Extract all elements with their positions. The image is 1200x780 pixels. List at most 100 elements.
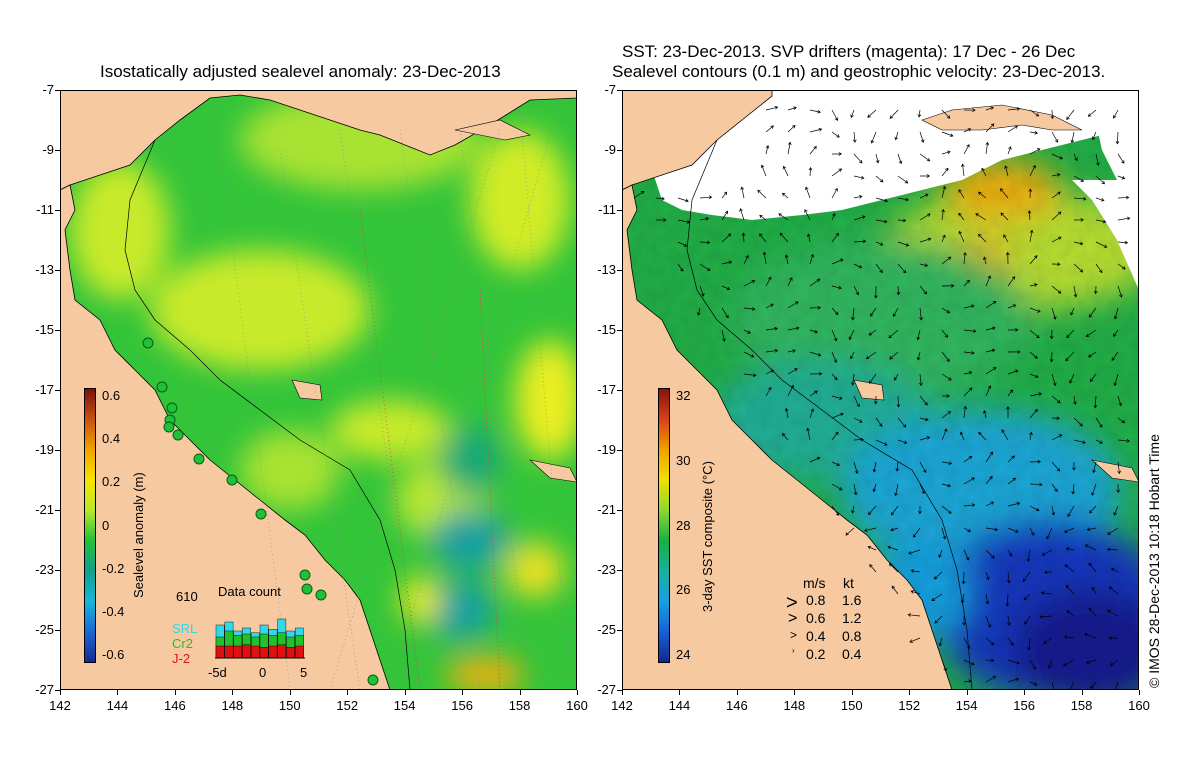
velocity-arrow [677,197,689,203]
velocity-arrow [1029,351,1038,359]
velocity-arrow [721,307,729,319]
left-x-tick-mark [60,690,61,695]
velocity-arrow [1110,659,1119,666]
velocity-arrow [981,167,987,177]
colorbar-tick-label: 28 [676,517,691,533]
velocity-arrow [765,303,774,309]
velocity-arrow [985,593,990,605]
velocity-arrow [1007,527,1019,533]
velocity-arrow [1071,483,1075,495]
right-x-tick-mark [794,690,796,695]
velocity-arrow [1051,461,1061,472]
velocity-arrow [985,301,997,309]
velocity-arrow [963,527,971,533]
velocity-arrow [1117,175,1126,180]
left-x-tick-mark [347,690,349,695]
velocity-arrow [721,329,726,342]
velocity-arrow [787,141,792,155]
velocity-arrow [941,150,951,155]
right-y-tick-label: -7 [604,82,616,97]
right-y-tick-label: -15 [597,322,616,337]
velocity-arrow [891,505,899,516]
velocity-arrow [889,351,899,360]
velocity-arrow [1006,571,1011,584]
right-x-tick-mark [966,690,968,695]
velocity-arrow [938,637,943,647]
velocity-arrow [1093,285,1098,295]
velocity-arrow [1029,148,1041,155]
velocity-arrow [1067,505,1075,517]
data-count-histogram [215,618,305,659]
velocity-arrow [868,505,877,516]
velocity-arrow [831,412,844,419]
right-y-tick-mark [617,570,622,571]
velocity-arrow [918,505,922,515]
velocity-arrow [1073,395,1077,405]
velocity-arrow [1048,659,1053,669]
velocity-arrow [919,461,927,474]
velocity-arrow [853,437,864,442]
velocity-arrow [888,329,899,339]
velocity-arrow [765,276,772,287]
velocity-arrow [739,208,745,221]
velocity-arrow [919,263,929,267]
velocity-arrow [1113,109,1119,119]
velocity-arrow [1065,584,1075,595]
velocity-arrow [941,185,947,199]
left-x-tick-label: 142 [49,698,71,713]
velocity-arrow [762,251,767,265]
right-y-tick-label: -21 [597,502,616,517]
solomon-island [454,119,531,141]
velocity-arrow [787,384,794,397]
right-x-tick-mark [1081,690,1083,695]
velocity-arrow [765,386,772,397]
velocity-arrow [941,256,952,265]
left-x-tick-mark [462,690,464,695]
velocity-arrow [831,351,838,364]
velocity-arrow [831,152,843,156]
left-x-tick-mark [289,690,291,695]
velocity-arrow [963,351,975,355]
velocity-arrow [1117,285,1123,298]
velocity-arrow [1063,527,1075,533]
velocity-legend-arrow: > [788,610,798,627]
velocity-arrow [851,505,855,514]
velocity-arrow [743,373,757,378]
velocity-arrow [865,351,877,360]
velocity-arrow [931,593,943,602]
velocity-arrow [1117,240,1129,245]
velocity-arrow [985,326,996,331]
velocity-arrow [985,475,993,485]
velocity-arrow [897,175,909,184]
velocity-arrow [1065,351,1075,362]
velocity-arrow [897,197,909,202]
velocity-arrow [853,239,867,244]
velocity-arrow [1095,197,1105,202]
velocity-arrow [1029,408,1038,419]
velocity-arrow [1117,439,1131,443]
right-y-tick-mark [617,270,622,271]
left-y-tick-label: -25 [35,622,54,637]
velocity-legend-arrow: > [786,592,798,614]
velocity-arrow [963,387,973,397]
velocity-arrow [1051,416,1060,421]
right-y-tick-mark [617,630,622,631]
velocity-arrow [1051,505,1056,516]
velocity-arrow [809,390,818,397]
velocity-arrow [941,428,948,441]
velocity-arrow [809,253,815,265]
velocity-arrow [1007,477,1016,485]
left-y-tick-label: -9 [42,142,54,157]
velocity-arrow [765,369,775,375]
velocity-arrow [1007,107,1021,111]
velocity-arrow [1029,505,1040,512]
velocity-arrow [875,153,880,164]
velocity-arrow [809,127,823,133]
velocity-arrow [1073,153,1078,162]
velocity-arrow [963,549,970,561]
velocity-arrow [1051,191,1061,199]
velocity-arrow [809,305,822,310]
velocity-arrow [1106,609,1119,617]
velocity-arrow [804,209,811,221]
velocity-arrow [897,439,908,445]
